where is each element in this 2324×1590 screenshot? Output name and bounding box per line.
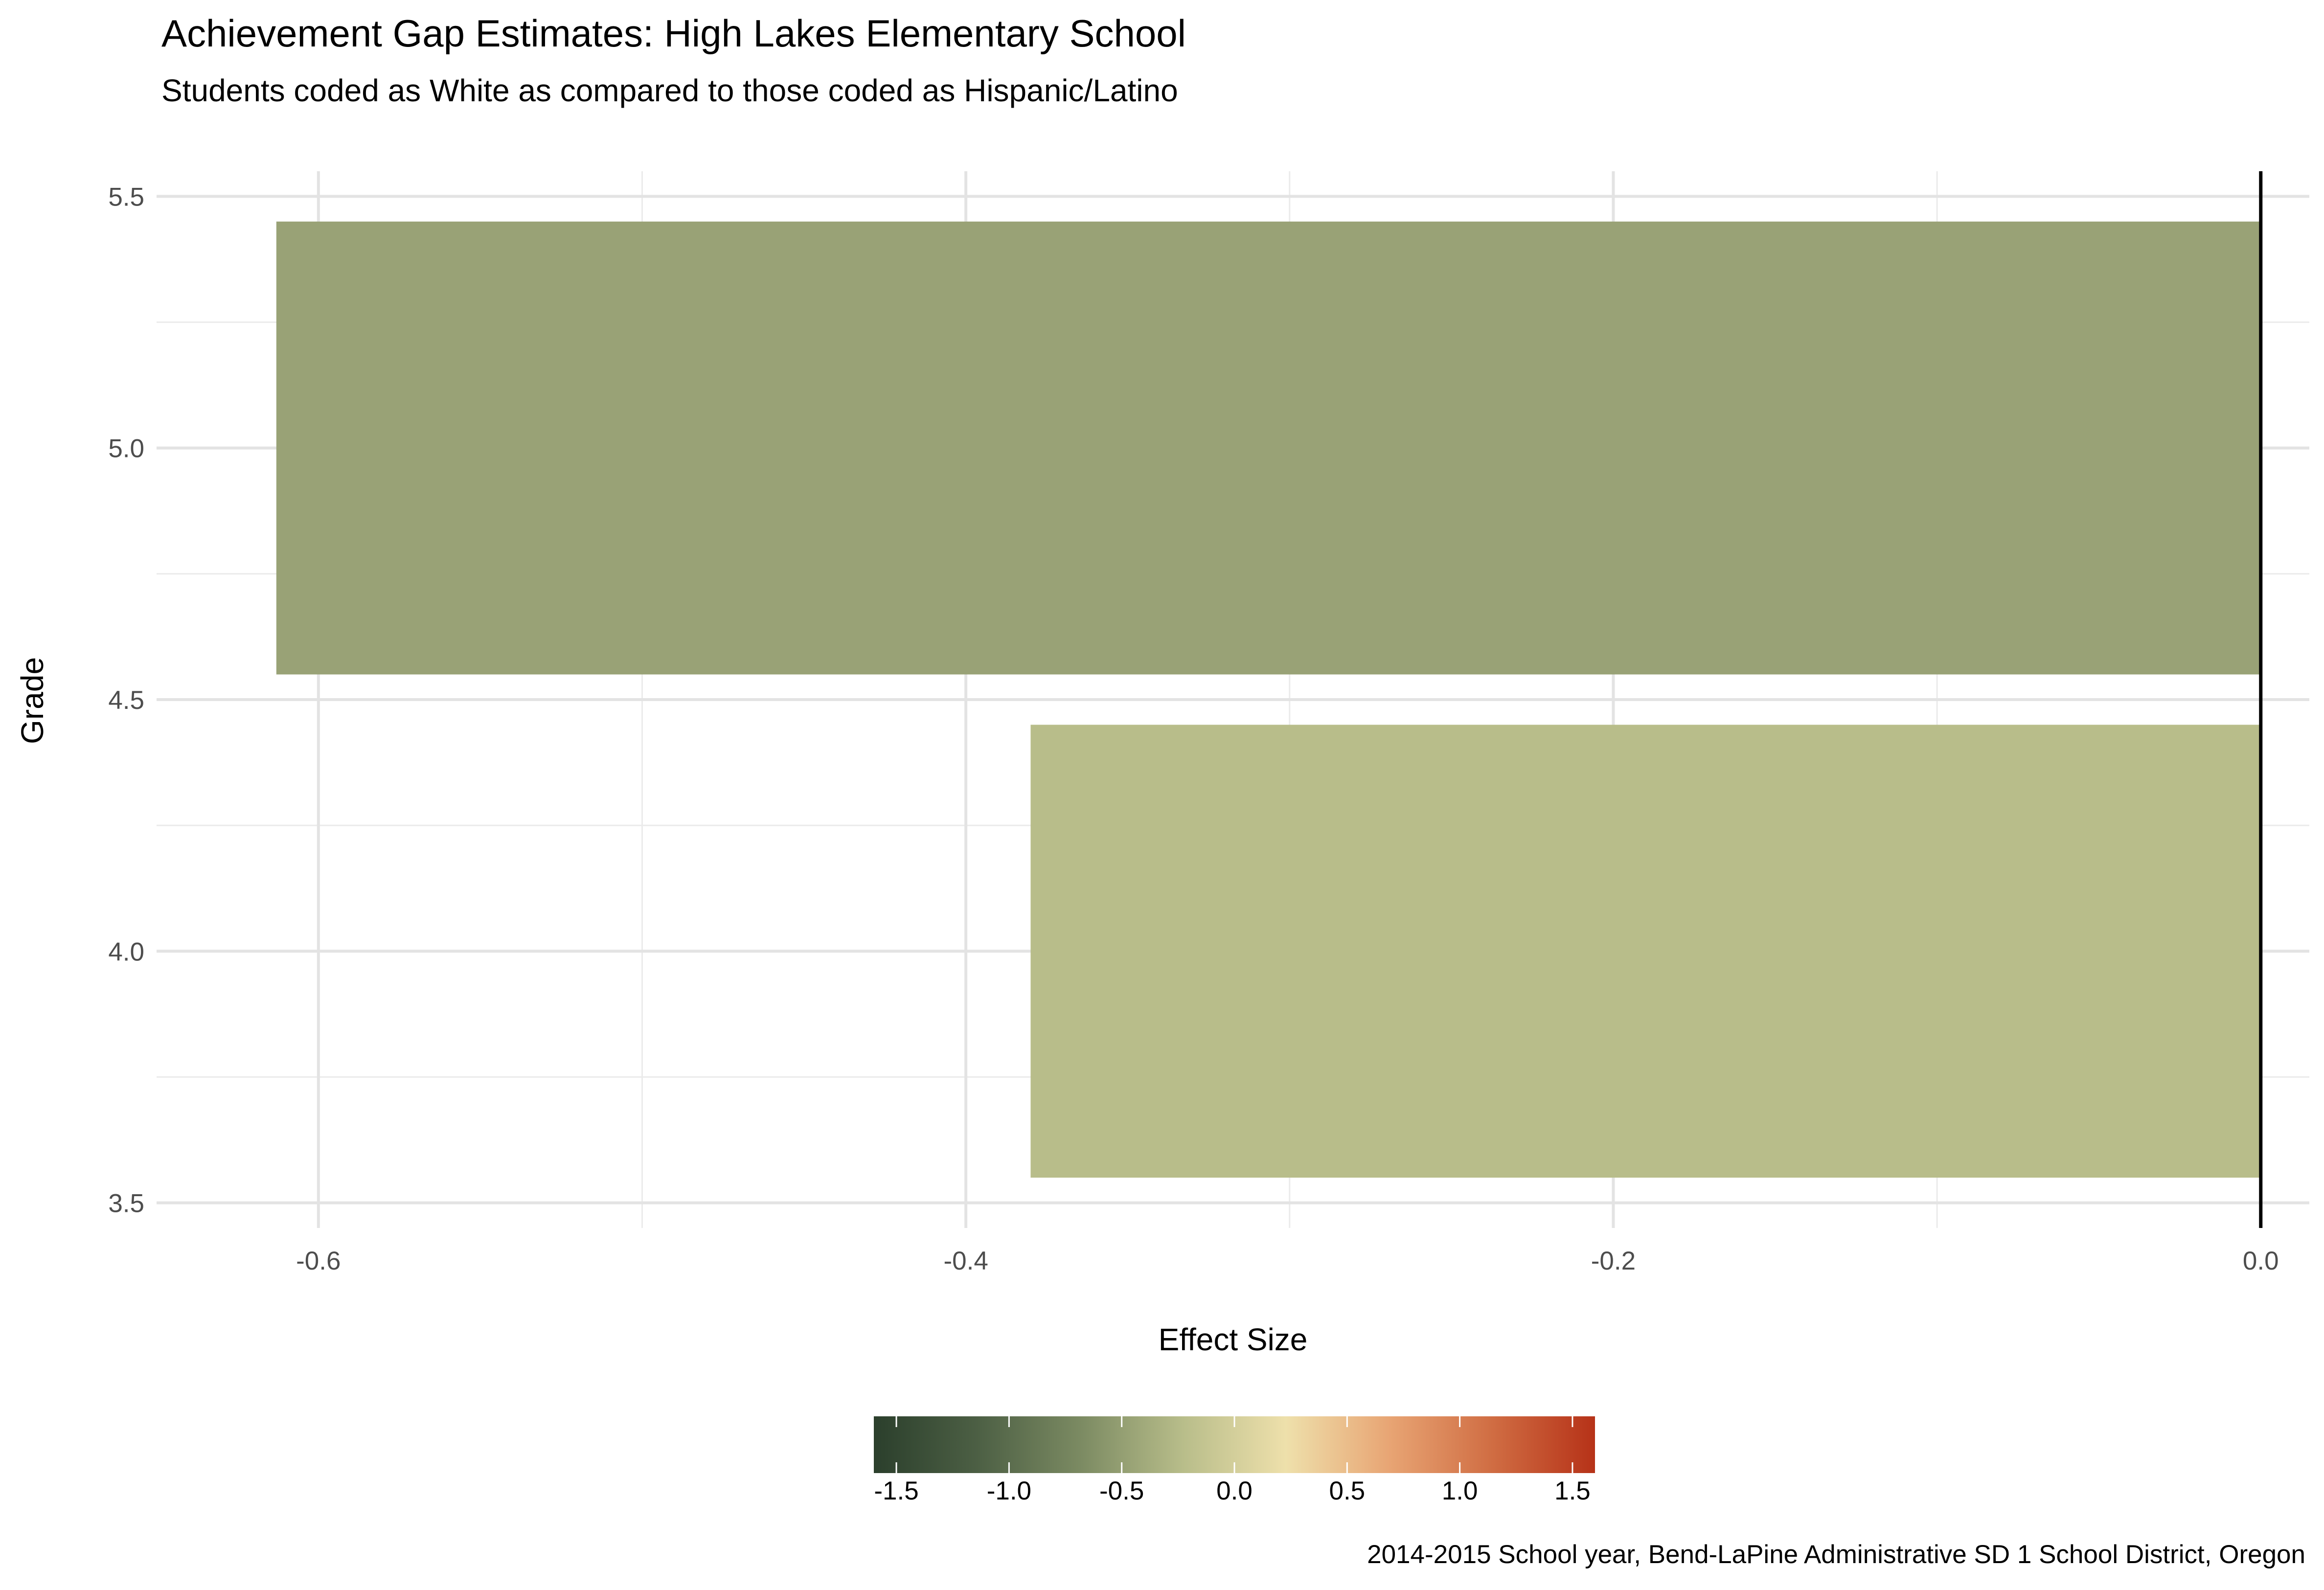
y-tick-label: 5.0 [108, 434, 144, 463]
x-tick-label: -0.6 [296, 1247, 341, 1275]
y-axis-ticks: 3.5 4.0 4.5 5.0 5.5 [108, 182, 144, 1218]
chart-caption: 2014-2015 School year, Bend-LaPine Admin… [1367, 1540, 2305, 1569]
y-tick-label: 3.5 [108, 1189, 144, 1218]
colorbar-ticks: -1.5 -1.0 -0.5 0.0 0.5 1.0 1.5 [874, 1416, 1591, 1505]
x-axis-ticks: -0.6 -0.4 -0.2 0.0 [296, 1247, 2278, 1275]
y-tick-label: 5.5 [108, 182, 144, 211]
y-tick-label: 4.0 [108, 937, 144, 966]
colorbar-tick-label: 1.0 [1442, 1476, 1478, 1505]
colorbar-tick-label: -1.5 [874, 1476, 918, 1505]
x-tick-label: -0.2 [1591, 1247, 1636, 1275]
colorbar-tick-label: -1.0 [987, 1476, 1031, 1505]
x-tick-label: 0.0 [2243, 1247, 2279, 1275]
colorbar-tick-label: 1.5 [1554, 1476, 1591, 1505]
bar-grade-5 [276, 221, 2261, 675]
colorbar-tick-label: 0.0 [1216, 1476, 1253, 1505]
x-axis-title: Effect Size [1159, 1322, 1308, 1357]
bar-grade-4 [1030, 725, 2261, 1178]
chart-title: Achievement Gap Estimates: High Lakes El… [161, 12, 1186, 55]
plot-bars [276, 221, 2261, 1178]
color-legend: -1.5 -1.0 -0.5 0.0 0.5 1.0 1.5 [874, 1416, 1595, 1505]
colorbar-tick-label: 0.5 [1329, 1476, 1365, 1505]
y-axis-title: Grade [15, 657, 50, 744]
y-tick-label: 4.5 [108, 686, 144, 715]
colorbar-tick-label: -0.5 [1099, 1476, 1144, 1505]
chart-subtitle: Students coded as White as compared to t… [161, 73, 1178, 108]
x-tick-label: -0.4 [943, 1247, 988, 1275]
